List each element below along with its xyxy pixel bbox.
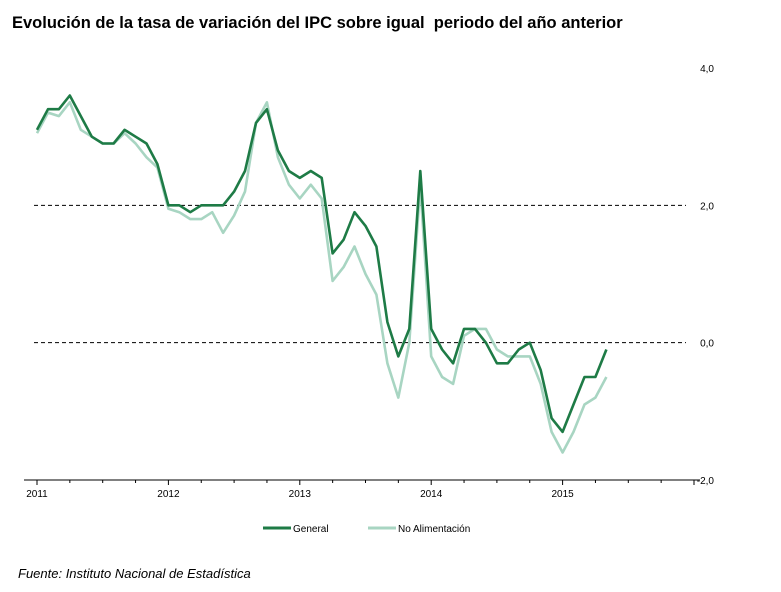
- grid-layer: [34, 204, 686, 344]
- chart-title: Evolución de la tasa de variación del IP…: [12, 14, 623, 32]
- y-tick-label: 0,0: [700, 339, 714, 350]
- y-tick-label: 2,0: [700, 201, 714, 212]
- legend-label-no-alimentacion: No Alimentación: [398, 524, 470, 535]
- series-layer: [35, 94, 608, 454]
- x-tick-label: 2015: [551, 489, 574, 500]
- x-tick-label: 2012: [157, 489, 180, 500]
- axis-layer: 4,0 2,0 0,0 -2,0 2011 2012 2013 2014 2015: [24, 64, 714, 500]
- source-note: Fuente: Instituto Nacional de Estadístic…: [18, 566, 251, 581]
- legend-label-general: General: [293, 524, 329, 535]
- series-line-general: [35, 94, 608, 434]
- x-tick-label: 2011: [26, 489, 48, 500]
- y-tick-label: 4,0: [700, 64, 714, 75]
- y-tick-label: -2,0: [697, 476, 715, 487]
- series-line-no-alimentacion: [35, 101, 608, 454]
- x-tick-label: 2013: [289, 489, 312, 500]
- legend: General No Alimentación: [263, 524, 470, 535]
- x-tick-label: 2014: [420, 489, 443, 500]
